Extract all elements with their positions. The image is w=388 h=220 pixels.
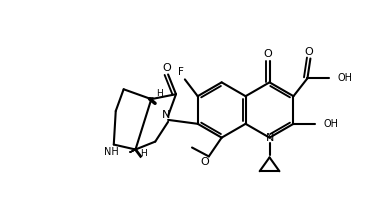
Polygon shape (148, 97, 154, 99)
Text: NH: NH (104, 147, 119, 158)
Text: H: H (140, 149, 147, 158)
Text: F: F (178, 68, 184, 77)
Text: OH: OH (323, 119, 338, 129)
Text: O: O (264, 49, 272, 59)
Text: O: O (163, 62, 171, 73)
Text: H: H (156, 89, 163, 98)
Text: O: O (304, 47, 313, 57)
Text: N: N (162, 110, 170, 120)
Text: N: N (266, 133, 275, 143)
Text: OH: OH (337, 73, 352, 83)
Text: O: O (201, 157, 209, 167)
